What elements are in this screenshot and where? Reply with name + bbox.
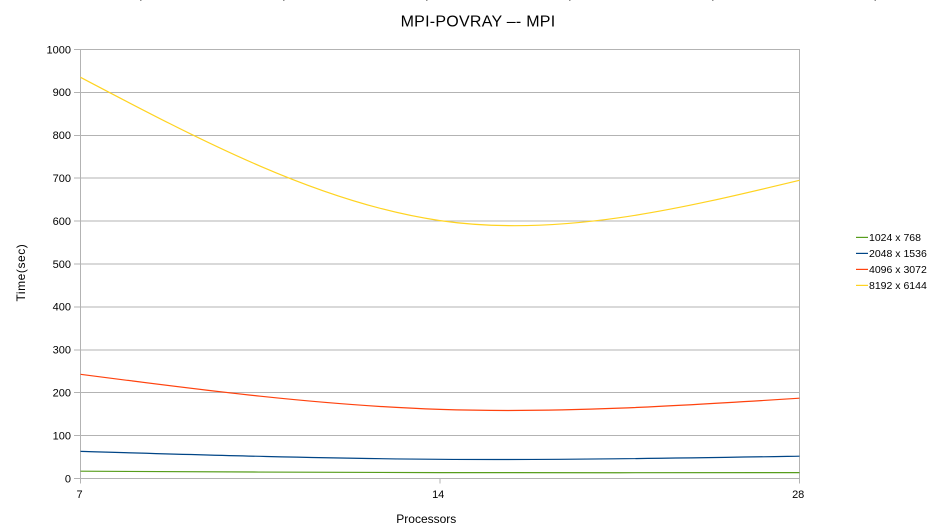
svg-text:7: 7 — [76, 489, 82, 501]
svg-text:800: 800 — [53, 130, 71, 142]
svg-text:28: 28 — [792, 489, 804, 501]
svg-text:MPI-POVRAY –- MPI: MPI-POVRAY –- MPI — [401, 14, 556, 31]
svg-text:8192 x 6144: 8192 x 6144 — [869, 280, 927, 292]
svg-text:300: 300 — [53, 345, 71, 357]
svg-text:700: 700 — [53, 173, 71, 185]
svg-text:400: 400 — [53, 302, 71, 314]
svg-text:14: 14 — [432, 489, 444, 501]
svg-text:Time(sec): Time(sec) — [14, 244, 28, 302]
svg-text:900: 900 — [53, 87, 71, 99]
svg-text:600: 600 — [53, 216, 71, 228]
svg-text:200: 200 — [53, 388, 71, 400]
svg-text:0: 0 — [65, 473, 71, 485]
svg-text:Processors: Processors — [396, 512, 456, 525]
svg-text:1000: 1000 — [47, 44, 71, 56]
svg-text:4096 x 3072: 4096 x 3072 — [869, 264, 927, 276]
svg-text:500: 500 — [53, 259, 71, 271]
svg-text:2048 x 1536: 2048 x 1536 — [869, 248, 927, 260]
svg-text:100: 100 — [53, 430, 71, 442]
svg-text:1024 x 768: 1024 x 768 — [869, 232, 921, 244]
